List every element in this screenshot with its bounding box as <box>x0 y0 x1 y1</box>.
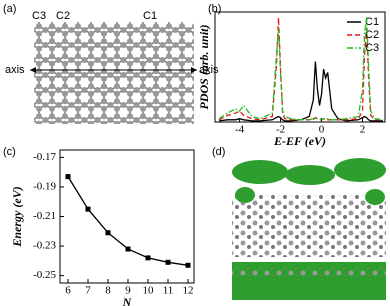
x-tick-label: 0 <box>319 124 325 136</box>
y-axis-label: PDOS (arb. unit) <box>197 24 211 109</box>
y-tick-label: -0.25 <box>33 269 56 281</box>
x-tick-label: -2 <box>276 124 285 136</box>
site-label: C2 <box>56 10 70 22</box>
x-tick-label: 9 <box>125 285 131 297</box>
x-tick-label: 2 <box>360 124 366 136</box>
panel-label: (d) <box>212 146 225 158</box>
series-line <box>219 61 383 122</box>
x-tick-label: 11 <box>163 285 174 297</box>
panel-label: (c) <box>3 146 16 158</box>
point <box>185 262 191 268</box>
y-tick-label: -0.17 <box>33 151 56 163</box>
y-axis-label: Energy (eV) <box>10 186 24 247</box>
point <box>85 206 91 212</box>
y-tick-label: -0.21 <box>33 210 56 222</box>
y-tick-label: -0.19 <box>33 180 56 192</box>
axis-label: axis <box>199 64 219 76</box>
x-tick-label: 8 <box>105 285 111 297</box>
graphene-lattice <box>34 22 194 124</box>
legend-label: C3 <box>365 42 379 54</box>
legend-label: C1 <box>365 16 379 28</box>
point <box>165 259 171 265</box>
x-tick-label: 12 <box>183 285 194 297</box>
charge-density-image <box>232 158 386 300</box>
legend-label: C2 <box>365 29 379 41</box>
point <box>125 246 131 252</box>
x-tick-label: 6 <box>65 285 71 297</box>
x-axis-label: E-EF (eV) <box>273 134 326 148</box>
series-line <box>67 176 189 266</box>
site-label: C3 <box>32 10 46 22</box>
x-tick-label: -4 <box>235 124 245 136</box>
x-tick-label: 7 <box>85 285 91 297</box>
x-tick-label: 10 <box>143 285 155 297</box>
axis-label: axis <box>5 64 25 76</box>
point <box>145 255 151 261</box>
series-line <box>218 17 384 121</box>
site-label: C1 <box>143 10 157 22</box>
series-line <box>218 17 383 121</box>
y-tick-label: -0.23 <box>33 240 56 252</box>
plot-frame <box>214 11 386 123</box>
point <box>65 174 71 180</box>
panel-label: (a) <box>3 3 16 15</box>
x-axis-label: N <box>122 295 133 306</box>
point <box>105 230 111 236</box>
